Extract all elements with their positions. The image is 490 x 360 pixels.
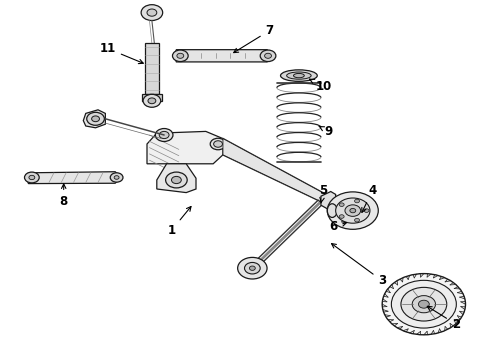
Text: 5: 5 — [319, 184, 327, 203]
Circle shape — [210, 138, 226, 150]
Circle shape — [141, 5, 163, 21]
Ellipse shape — [287, 72, 311, 79]
Circle shape — [336, 198, 370, 223]
Polygon shape — [142, 94, 162, 101]
Circle shape — [24, 172, 39, 183]
Circle shape — [412, 296, 436, 313]
Polygon shape — [321, 192, 336, 209]
Circle shape — [166, 172, 187, 188]
Ellipse shape — [280, 70, 318, 81]
Circle shape — [155, 129, 173, 141]
Text: 9: 9 — [319, 125, 332, 138]
Text: 4: 4 — [362, 184, 376, 212]
Circle shape — [214, 141, 222, 147]
Polygon shape — [83, 110, 105, 128]
Circle shape — [382, 274, 465, 335]
Text: 11: 11 — [99, 42, 143, 64]
Ellipse shape — [294, 73, 304, 78]
Text: 8: 8 — [60, 184, 68, 208]
Circle shape — [392, 280, 456, 328]
Circle shape — [172, 50, 188, 62]
Circle shape — [355, 199, 360, 203]
Circle shape — [249, 266, 255, 270]
Circle shape — [364, 209, 369, 212]
Polygon shape — [223, 139, 326, 202]
Circle shape — [260, 50, 276, 62]
Circle shape — [143, 94, 161, 107]
Circle shape — [87, 112, 104, 125]
Circle shape — [327, 192, 378, 229]
Circle shape — [339, 203, 344, 207]
Circle shape — [147, 9, 157, 16]
Circle shape — [245, 262, 260, 274]
Circle shape — [159, 131, 169, 139]
Circle shape — [114, 176, 119, 179]
Circle shape — [350, 208, 356, 213]
Polygon shape — [157, 164, 196, 193]
Circle shape — [177, 53, 184, 58]
Polygon shape — [147, 131, 223, 164]
Circle shape — [148, 98, 156, 104]
Circle shape — [172, 176, 181, 184]
Text: 7: 7 — [234, 24, 273, 53]
Circle shape — [265, 53, 271, 58]
Circle shape — [339, 215, 344, 218]
Text: 3: 3 — [332, 244, 386, 287]
Ellipse shape — [327, 204, 337, 217]
Text: 6: 6 — [329, 220, 346, 233]
Circle shape — [238, 257, 267, 279]
Circle shape — [355, 219, 360, 222]
Circle shape — [110, 173, 123, 182]
Text: 10: 10 — [310, 79, 332, 93]
Circle shape — [92, 116, 99, 122]
Circle shape — [345, 205, 361, 216]
Polygon shape — [27, 172, 122, 184]
Circle shape — [29, 175, 35, 180]
Circle shape — [418, 300, 429, 308]
Polygon shape — [145, 43, 159, 94]
Text: 1: 1 — [168, 207, 191, 237]
Circle shape — [401, 287, 447, 321]
Text: 2: 2 — [427, 306, 460, 330]
Polygon shape — [174, 50, 273, 62]
